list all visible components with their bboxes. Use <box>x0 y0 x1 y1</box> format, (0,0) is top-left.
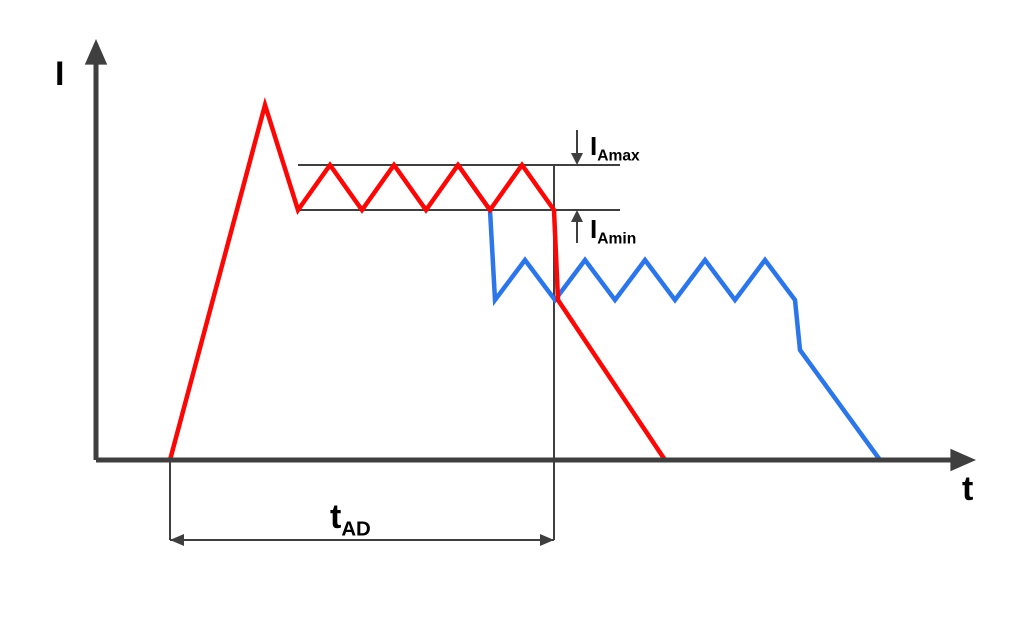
i-amax-label: IAmax <box>590 131 640 165</box>
t-ad-left-arrow-icon <box>170 534 184 546</box>
timing-diagram: It IAmax IAmin tAD <box>0 0 1024 627</box>
t-ad-right-arrow-icon <box>540 534 554 546</box>
chart-container: It IAmax IAmin tAD <box>0 0 1024 627</box>
i-amin-label: IAmin <box>590 214 636 248</box>
x-axis-label: t <box>962 470 973 508</box>
y-axis-label: I <box>55 55 64 93</box>
i-amax-arrow-icon <box>571 153 583 165</box>
y-axis-arrow-icon <box>85 39 107 65</box>
i-amin-arrow-icon <box>571 210 583 222</box>
x-axis-arrow-icon <box>950 449 976 471</box>
t-ad-label: tAD <box>330 498 371 540</box>
